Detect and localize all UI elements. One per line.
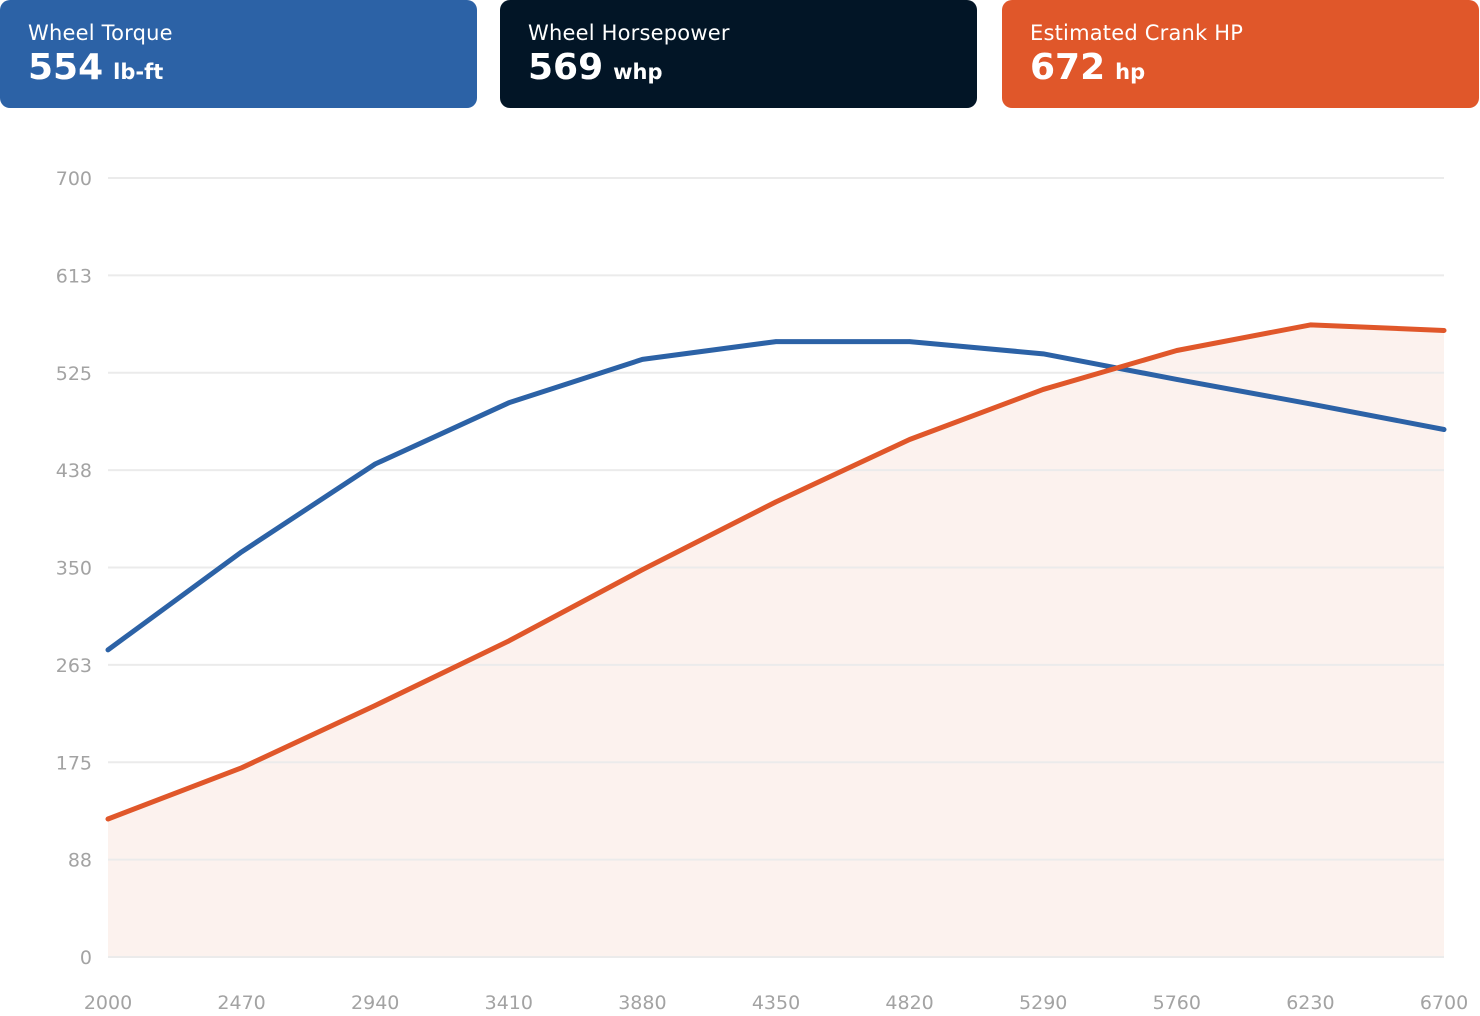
estimated-crank-hp-card: Estimated Crank HP 672 hp [1002, 0, 1479, 108]
x-tick-label: 2000 [84, 992, 132, 1014]
data-point [506, 638, 511, 644]
card-unit: hp [1115, 60, 1146, 84]
card-value-line: 554 lb-ft [28, 48, 477, 94]
card-label: Wheel Torque [28, 21, 173, 45]
data-point [373, 461, 378, 467]
data-point [640, 357, 645, 362]
card-unit: lb-ft [113, 60, 164, 84]
card-value-line: 672 hp [1030, 48, 1479, 94]
x-tick-label: 4820 [885, 992, 933, 1014]
data-point [773, 499, 779, 505]
y-tick-label: 350 [56, 558, 92, 580]
data-point [373, 703, 378, 708]
data-point [506, 400, 511, 405]
data-point [1041, 351, 1046, 357]
x-tick-label: 5760 [1153, 992, 1201, 1014]
wheel-torque-card: Wheel Torque 554 lb-ft [0, 0, 477, 108]
x-tick-label: 3880 [618, 992, 666, 1014]
data-point [105, 816, 111, 822]
x-tick-label: 2470 [217, 992, 265, 1014]
x-tick-label: 6230 [1286, 992, 1334, 1014]
y-tick-label: 175 [56, 752, 92, 774]
data-point [907, 339, 912, 344]
card-value: 672 [1030, 47, 1106, 88]
y-tick-label: 613 [56, 265, 92, 287]
card-value-line: 569 whp [528, 48, 977, 94]
x-tick-label: 4350 [752, 992, 800, 1014]
card-value: 569 [528, 47, 604, 88]
card-unit: whp [613, 60, 663, 84]
stat-cards: Wheel Torque 554 lb-ft Wheel Horsepower 5… [0, 0, 1480, 108]
card-value: 554 [28, 47, 104, 88]
y-tick-label: 438 [56, 460, 92, 482]
data-point [1441, 427, 1447, 432]
data-point [1174, 348, 1180, 353]
series-area-fill [108, 324, 1444, 957]
x-tick-label: 6700 [1420, 992, 1468, 1014]
data-point [640, 567, 645, 572]
data-point [105, 647, 111, 653]
data-point [1308, 401, 1313, 407]
x-tick-label: 2940 [351, 992, 399, 1014]
data-point [773, 339, 779, 344]
card-label: Wheel Horsepower [528, 21, 730, 45]
x-tick-label: 5290 [1019, 992, 1067, 1014]
y-tick-label: 263 [56, 655, 92, 677]
data-point [1174, 377, 1180, 382]
data-point [239, 765, 244, 771]
data-point [239, 549, 244, 555]
data-point [1441, 328, 1447, 333]
y-tick-label: 700 [56, 168, 92, 190]
wheel-horsepower-card: Wheel Horsepower 569 whp [500, 0, 977, 108]
x-tick-label: 3410 [485, 992, 533, 1014]
card-label: Estimated Crank HP [1030, 21, 1244, 45]
data-point [907, 437, 912, 442]
y-tick-label: 88 [68, 850, 92, 872]
y-tick-label: 525 [56, 363, 92, 385]
data-point [1308, 322, 1313, 328]
y-tick-label: 0 [80, 947, 92, 969]
data-point [1041, 387, 1046, 392]
